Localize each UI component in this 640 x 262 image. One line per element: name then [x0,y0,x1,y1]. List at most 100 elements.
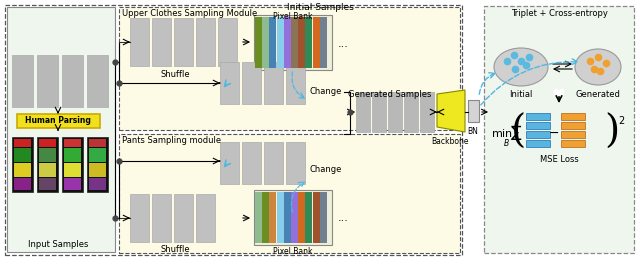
Bar [264,62,283,104]
Text: Initial Samples: Initial Samples [287,3,353,12]
Bar [561,131,585,138]
Bar [276,192,284,243]
Bar [526,122,550,129]
Bar [152,18,171,66]
Text: Shuffle: Shuffle [160,245,190,254]
Bar [484,6,634,253]
Bar [89,148,106,162]
Bar [119,134,460,253]
Bar [298,192,305,243]
Bar [62,137,83,192]
Bar [286,142,305,184]
Text: ...: ... [338,213,349,223]
Bar [298,17,305,68]
Text: Change: Change [310,88,342,96]
Bar [320,17,326,68]
Bar [64,139,81,147]
Bar [388,92,402,132]
Bar [269,17,276,68]
Text: $-$: $-$ [548,125,559,139]
Bar [312,17,319,68]
Bar [220,62,239,104]
Bar [196,18,215,66]
Bar [468,100,479,122]
Bar [262,192,269,243]
Bar [87,137,108,192]
Bar [255,192,262,243]
Bar [119,7,460,130]
Bar [39,178,56,190]
Bar [320,192,326,243]
Bar [89,163,106,177]
Text: Pants Sampling module: Pants Sampling module [122,136,221,145]
Bar [526,131,550,138]
Bar [64,178,81,190]
Ellipse shape [494,48,548,86]
Bar [561,122,585,129]
Bar [526,113,550,120]
Bar [255,17,262,68]
Bar [12,55,33,107]
Text: Pixel Bank: Pixel Bank [273,12,313,21]
Bar [220,142,239,184]
Bar [196,194,215,242]
Bar [254,15,332,70]
Bar [305,17,312,68]
Bar [264,142,283,184]
Text: $2$: $2$ [618,114,625,126]
Text: Human Parsing: Human Parsing [25,116,91,125]
Text: BN: BN [468,127,479,136]
Bar [12,137,33,192]
Bar [526,140,550,147]
Bar [130,18,149,66]
Bar [62,55,83,107]
Bar [89,178,106,190]
Text: Input Samples: Input Samples [28,240,88,249]
Bar [372,92,386,132]
Text: Generated: Generated [575,90,620,99]
Bar [242,142,261,184]
Text: $B$: $B$ [503,137,510,148]
Bar [356,92,370,132]
Bar [89,139,106,147]
Bar [39,163,56,177]
Bar [561,140,585,147]
Bar [254,190,332,245]
Bar [7,7,115,252]
Text: ...: ... [338,39,349,49]
Bar [305,192,312,243]
Bar [14,148,31,162]
Bar [291,17,298,68]
Text: Upper Clothes Sampling Module: Upper Clothes Sampling Module [122,9,257,18]
Bar [39,148,56,162]
Text: (: ( [511,113,527,150]
Text: MSE Loss: MSE Loss [540,155,579,164]
Text: ): ) [604,113,620,150]
Bar [152,194,171,242]
Polygon shape [437,90,465,132]
FancyBboxPatch shape [17,113,99,128]
Bar [284,17,291,68]
Bar [262,17,269,68]
Bar [87,55,108,107]
Bar [64,148,81,162]
Bar [242,62,261,104]
Text: Change: Change [310,166,342,174]
Bar [218,18,237,66]
Bar [14,139,31,147]
Bar [561,113,585,120]
Bar [64,163,81,177]
Text: Backbone: Backbone [431,137,468,146]
Bar [130,194,149,242]
Bar [269,192,276,243]
Text: Initial: Initial [509,90,532,99]
Text: Generated Samples: Generated Samples [348,90,432,99]
Bar [174,18,193,66]
Bar [291,192,298,243]
Text: Triplet + Cross-entropy: Triplet + Cross-entropy [511,9,607,18]
Bar [5,5,462,255]
Text: $\mathrm{min}\!\sum$: $\mathrm{min}\!\sum$ [491,123,522,141]
Bar [14,178,31,190]
Bar [284,192,291,243]
Bar [37,55,58,107]
